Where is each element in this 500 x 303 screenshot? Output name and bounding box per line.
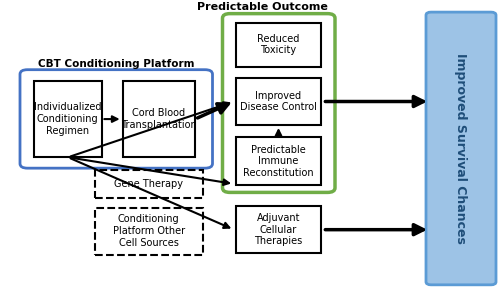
Text: Cord Blood
Transplantation: Cord Blood Transplantation [121,108,196,130]
Text: Conditioning
Platform Other
Cell Sources: Conditioning Platform Other Cell Sources [112,215,185,248]
Text: Predictable
Immune
Reconstitution: Predictable Immune Reconstitution [243,145,314,178]
Text: Improved
Disease Control: Improved Disease Control [240,91,317,112]
Text: Predictable Outcome: Predictable Outcome [197,2,328,12]
Text: Individualized
Conditioning
Regimen: Individualized Conditioning Regimen [34,102,102,136]
Text: Reduced
Toxicity: Reduced Toxicity [258,34,300,55]
Text: Gene Therapy: Gene Therapy [114,179,183,189]
FancyBboxPatch shape [34,81,102,157]
FancyBboxPatch shape [122,81,195,157]
Text: CBT Conditioning Platform: CBT Conditioning Platform [38,59,194,69]
FancyBboxPatch shape [236,206,321,253]
FancyBboxPatch shape [236,78,321,125]
FancyBboxPatch shape [236,137,321,185]
Text: Improved Survival Chances: Improved Survival Chances [454,53,468,244]
FancyBboxPatch shape [95,170,202,198]
FancyBboxPatch shape [236,23,321,67]
FancyBboxPatch shape [426,12,496,285]
FancyBboxPatch shape [95,208,202,255]
Text: Adjuvant
Cellular
Therapies: Adjuvant Cellular Therapies [254,213,302,246]
